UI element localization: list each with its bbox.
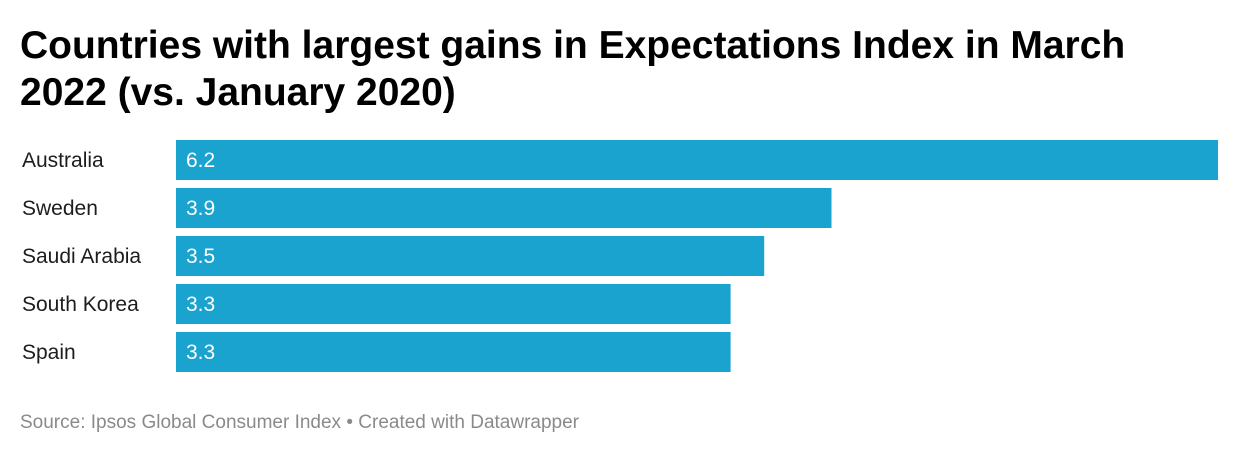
bar-sweden <box>176 188 832 228</box>
category-label-saudi-arabia: Saudi Arabia <box>22 245 141 268</box>
source-note: Source: Ipsos Global Consumer Index <box>20 412 342 433</box>
category-label-sweden: Sweden <box>22 197 98 220</box>
category-label-spain: Spain <box>22 341 76 364</box>
value-label-south-korea: 3.3 <box>186 293 215 316</box>
category-label-south-korea: South Korea <box>22 293 139 316</box>
chart-title: Countries with largest gains in Expectat… <box>20 24 1126 114</box>
category-label-australia: Australia <box>22 149 104 172</box>
bar-south-korea <box>176 284 731 324</box>
created-with-credit: Created with Datawrapper <box>358 412 579 433</box>
bar-chart: Australia 6.2 Sweden 3.9 Saudi Arabia 3.5 Sout… <box>22 140 1218 372</box>
bar-saudi-arabia <box>176 236 765 276</box>
chart-footer: Source: Ipsos Global Consumer Index • Cr… <box>20 412 579 434</box>
value-label-australia: 6.2 <box>186 149 215 172</box>
value-label-spain: 3.3 <box>186 341 215 364</box>
value-label-saudi-arabia: 3.5 <box>186 245 215 268</box>
footer-separator: • <box>341 412 359 433</box>
bars-layer: Australia 6.2 Sweden 3.9 Saudi Arabia 3.5 Sout… <box>22 140 1218 372</box>
bar-spain <box>176 332 731 372</box>
value-label-sweden: 3.9 <box>186 197 215 220</box>
bar-australia <box>176 140 1218 180</box>
